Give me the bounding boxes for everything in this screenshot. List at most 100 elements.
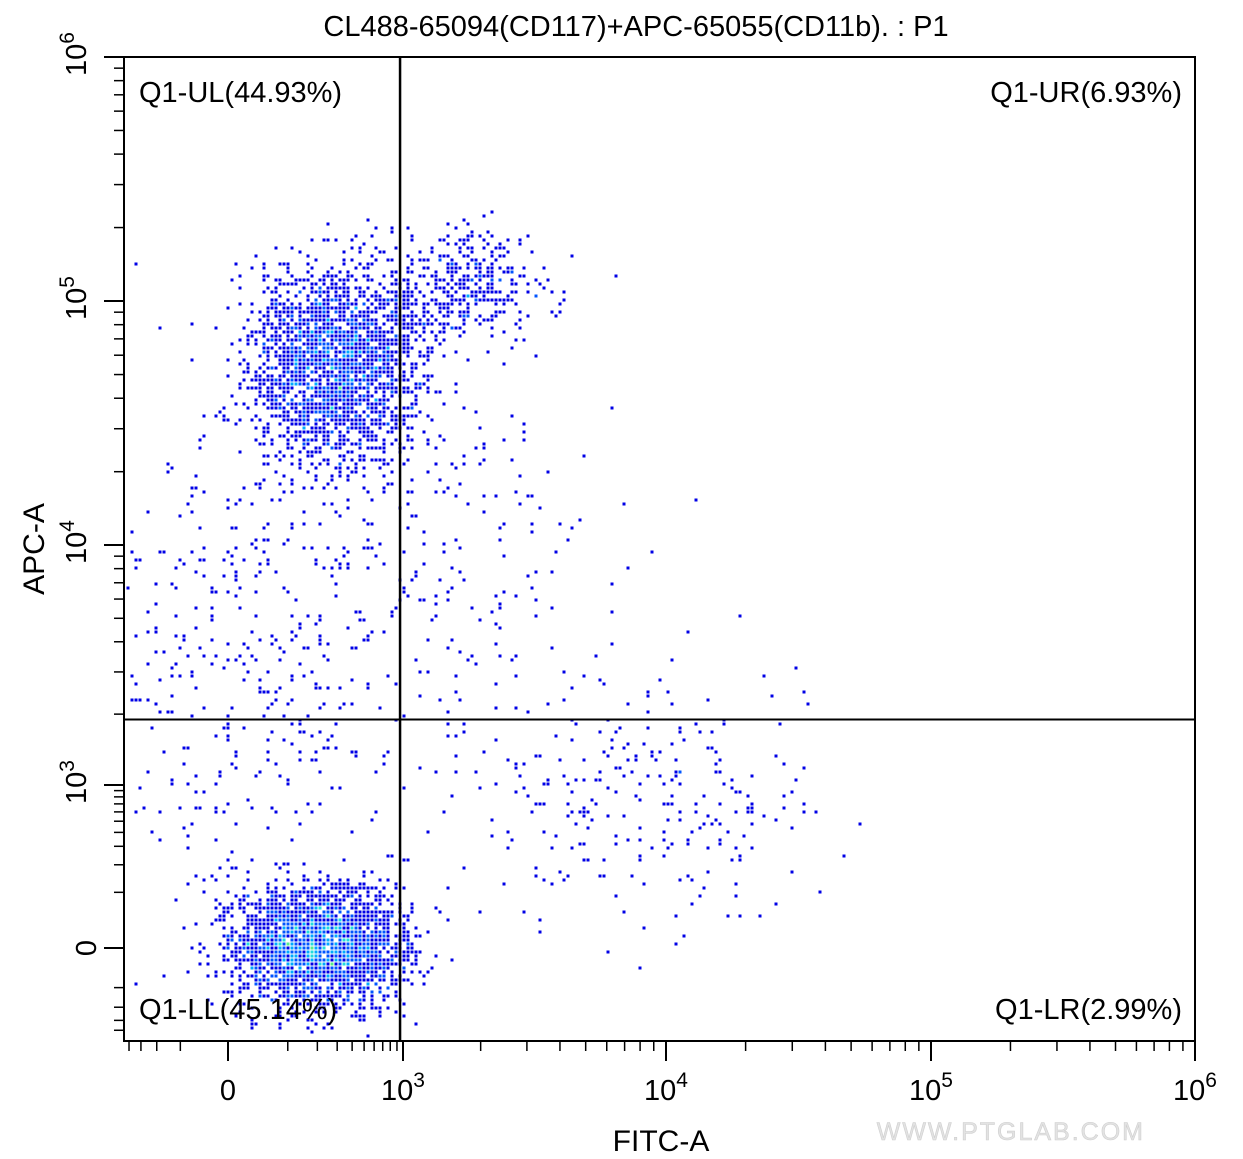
- event-dot: [294, 914, 298, 918]
- event-dot: [434, 282, 438, 286]
- event-dot: [274, 342, 278, 346]
- event-dot: [334, 1010, 338, 1014]
- event-dot: [270, 394, 274, 398]
- event-dot: [362, 882, 366, 886]
- event-dot: [466, 246, 470, 250]
- event-dot: [330, 278, 334, 282]
- event-dot: [698, 894, 702, 898]
- event-dot: [374, 894, 378, 898]
- event-dot: [234, 930, 238, 934]
- event-dot: [278, 402, 282, 406]
- event-dot: [842, 854, 846, 858]
- event-dot: [626, 838, 630, 842]
- event-dot: [358, 418, 362, 422]
- event-dot: [362, 970, 366, 974]
- event-dot: [202, 574, 206, 578]
- event-dot: [266, 902, 270, 906]
- event-dot: [458, 698, 462, 702]
- event-dot: [358, 350, 362, 354]
- event-dot: [306, 978, 310, 982]
- event-dot: [378, 354, 382, 358]
- event-dot: [258, 922, 262, 926]
- event-dot: [290, 282, 294, 286]
- event-dot: [354, 646, 358, 650]
- event-dot: [310, 918, 314, 922]
- y-tick-label: 0: [71, 940, 103, 956]
- event-dot: [234, 950, 238, 954]
- event-dot: [390, 310, 394, 314]
- event-dot: [266, 946, 270, 950]
- event-dot: [374, 886, 378, 890]
- event-dot: [306, 410, 310, 414]
- event-dot: [450, 462, 454, 466]
- event-dot: [390, 458, 394, 462]
- event-dot: [406, 302, 410, 306]
- event-dot: [134, 634, 138, 638]
- event-dot: [402, 586, 406, 590]
- event-dot: [250, 330, 254, 334]
- event-dot: [282, 894, 286, 898]
- event-dot: [490, 314, 494, 318]
- event-dot: [326, 414, 330, 418]
- event-dot: [294, 322, 298, 326]
- event-dot: [346, 306, 350, 310]
- event-dot: [582, 806, 586, 810]
- event-dot: [242, 946, 246, 950]
- event-dot: [418, 334, 422, 338]
- event-dot: [254, 938, 258, 942]
- event-dot: [498, 266, 502, 270]
- event-dot: [226, 738, 230, 742]
- event-dot: [298, 982, 302, 986]
- event-dot: [270, 382, 274, 386]
- event-dot: [614, 842, 618, 846]
- event-dot: [278, 978, 282, 982]
- event-dot: [570, 738, 574, 742]
- event-dot: [542, 830, 546, 834]
- event-dot: [330, 922, 334, 926]
- event-dot: [254, 982, 258, 986]
- event-dot: [454, 390, 458, 394]
- event-dot: [366, 446, 370, 450]
- event-dot: [622, 774, 626, 778]
- event-dot: [286, 446, 290, 450]
- event-dot: [214, 654, 218, 658]
- event-dot: [370, 394, 374, 398]
- event-dot: [670, 702, 674, 706]
- event-dot: [314, 950, 318, 954]
- event-dot: [346, 350, 350, 354]
- event-dot: [286, 870, 290, 874]
- event-dot: [226, 958, 230, 962]
- event-dot: [370, 350, 374, 354]
- event-dot: [374, 406, 378, 410]
- event-dot: [226, 418, 230, 422]
- event-dot: [394, 418, 398, 422]
- event-dot: [302, 906, 306, 910]
- event-dot: [338, 382, 342, 386]
- event-dot: [402, 290, 406, 294]
- event-dot: [366, 298, 370, 302]
- event-dot: [278, 926, 282, 930]
- event-dot: [274, 338, 278, 342]
- event-dot: [346, 474, 350, 478]
- event-dot: [366, 686, 370, 690]
- event-dot: [330, 566, 334, 570]
- event-dot: [570, 254, 574, 258]
- event-dot: [370, 546, 374, 550]
- event-dot: [354, 902, 358, 906]
- event-dot: [286, 290, 290, 294]
- event-dot: [254, 902, 258, 906]
- event-dot: [262, 946, 266, 950]
- event-dot: [370, 366, 374, 370]
- event-dot: [458, 334, 462, 338]
- event-dot: [330, 318, 334, 322]
- event-dot: [322, 1002, 326, 1006]
- event-dot: [498, 626, 502, 630]
- event-dot: [282, 386, 286, 390]
- event-dot: [258, 938, 262, 942]
- event-dot: [266, 922, 270, 926]
- event-dot: [642, 742, 646, 746]
- event-dot: [334, 330, 338, 334]
- event-dot: [546, 702, 550, 706]
- event-dot: [238, 950, 242, 954]
- event-dot: [714, 762, 718, 766]
